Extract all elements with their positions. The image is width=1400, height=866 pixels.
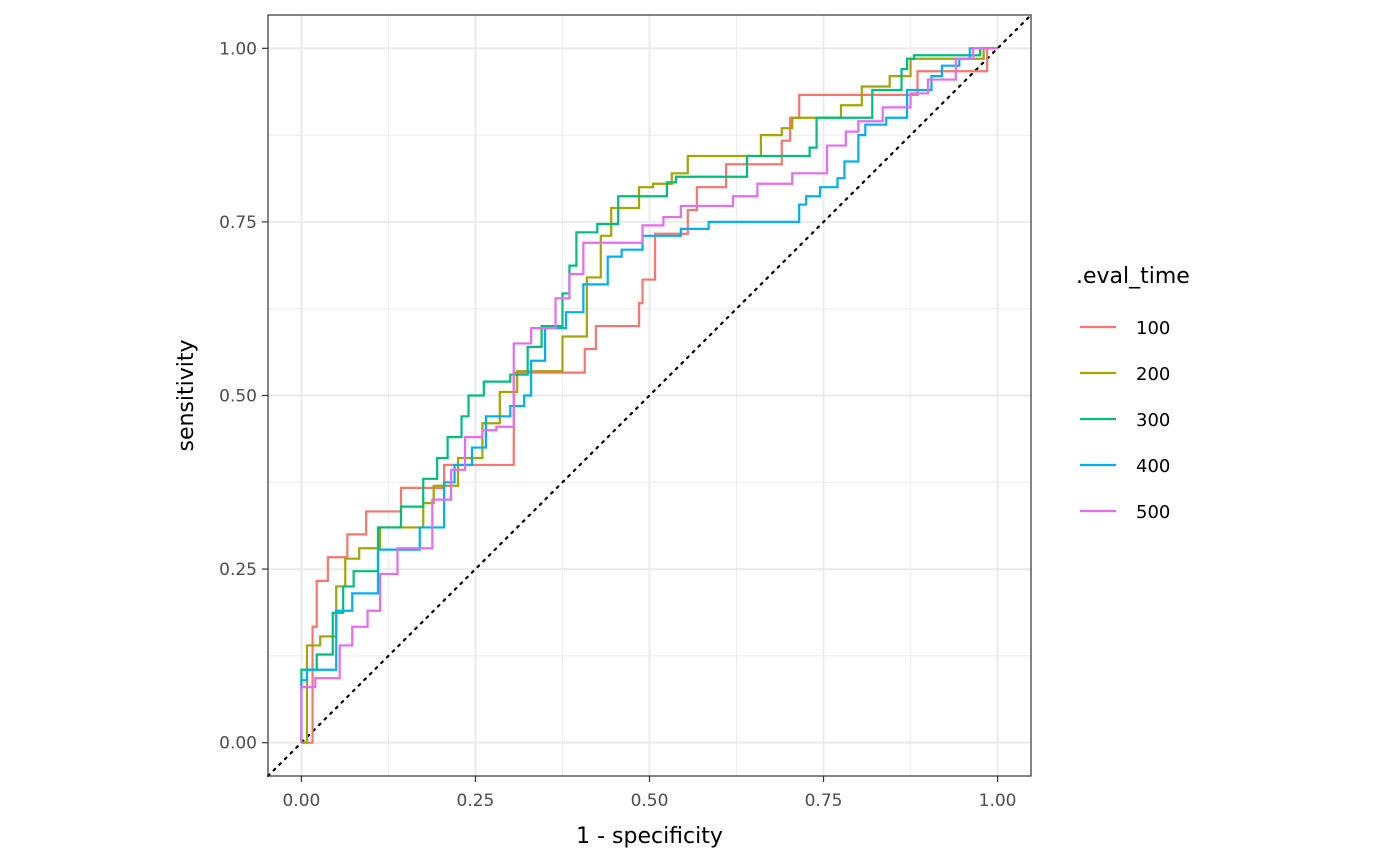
x-tick-label: 1.00 <box>979 791 1017 811</box>
diagonal-reference-line <box>266 13 1033 778</box>
y-tick-label: 0.75 <box>219 213 257 233</box>
legend-title: .eval_time <box>1076 264 1190 289</box>
legend-label-400: 400 <box>1136 456 1170 477</box>
y-tick-label: 0.50 <box>219 387 257 407</box>
roc-curve-500 <box>300 47 998 743</box>
x-tick-label: 0.50 <box>631 791 669 811</box>
y-tick-label: 0.00 <box>219 734 257 754</box>
y-axis-ticks: 0.00 0.25 0.50 0.75 1.00 <box>219 39 268 754</box>
legend: .eval_time 100 200 300 400 500 <box>1076 264 1190 523</box>
legend-label-100: 100 <box>1136 318 1170 339</box>
legend-label-300: 300 <box>1136 410 1170 431</box>
y-axis-title: sensitivity <box>174 339 199 451</box>
roc-curves <box>300 47 998 744</box>
x-tick-label: 0.75 <box>805 791 843 811</box>
legend-label-200: 200 <box>1136 364 1170 385</box>
y-tick-label: 1.00 <box>219 39 257 59</box>
roc-curve-100 <box>301 47 998 744</box>
legend-label-500: 500 <box>1136 502 1170 523</box>
y-tick-label: 0.25 <box>219 560 257 580</box>
roc-curve-200 <box>301 47 998 744</box>
x-tick-label: 0.00 <box>282 791 320 811</box>
x-axis-ticks: 0.00 0.25 0.50 0.75 1.00 <box>282 776 1017 811</box>
x-tick-label: 0.25 <box>457 791 495 811</box>
x-axis-title: 1 - specificity <box>576 824 723 849</box>
